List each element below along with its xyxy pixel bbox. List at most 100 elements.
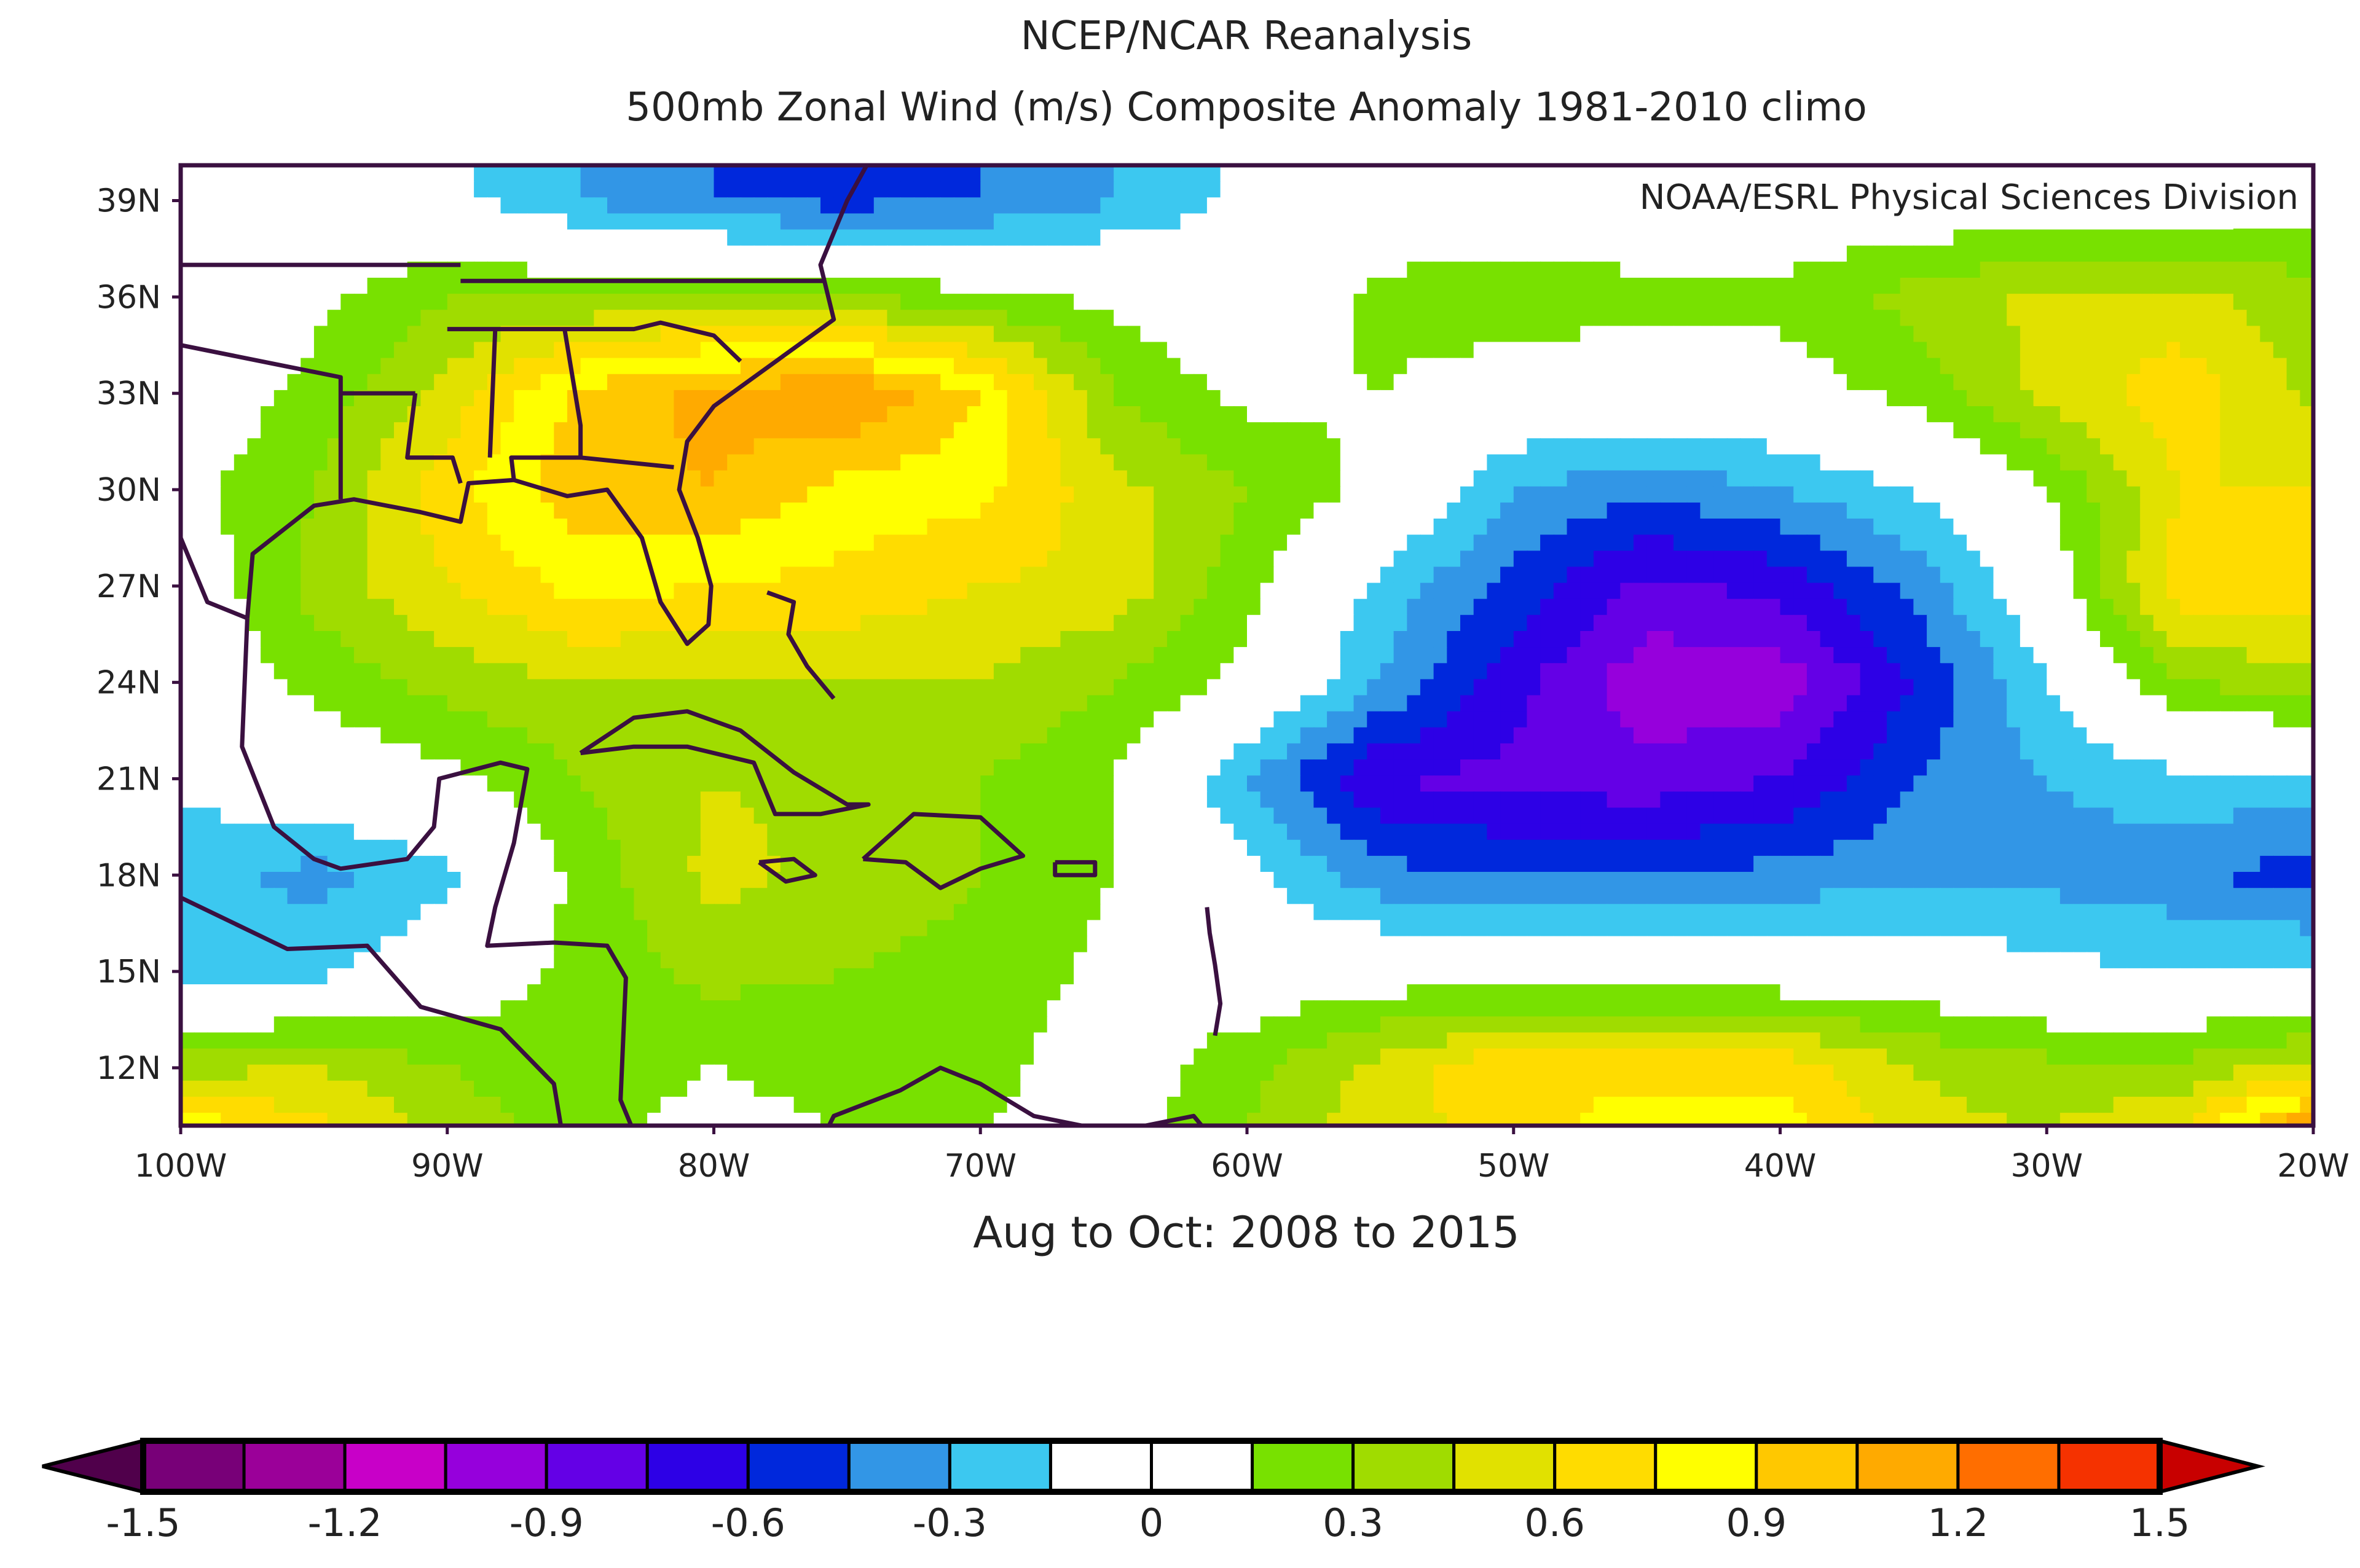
field-cell	[807, 374, 821, 391]
field-cell	[1940, 502, 1954, 519]
field-cell	[273, 535, 288, 552]
field-cell	[2193, 535, 2208, 552]
field-cell	[1646, 470, 1661, 487]
field-cell	[207, 663, 222, 680]
field-cell	[967, 598, 981, 616]
field-cell	[1473, 342, 1488, 359]
field-cell	[1860, 614, 1874, 632]
field-cell	[2220, 631, 2234, 648]
field-cell	[1194, 438, 1208, 455]
field-cell	[1887, 245, 1901, 262]
field-cell	[1527, 614, 1541, 632]
field-cell	[1047, 566, 1061, 584]
field-cell	[2100, 470, 2114, 487]
field-cell	[1460, 278, 1474, 295]
field-cell	[1247, 535, 1261, 552]
field-cell	[2100, 582, 2114, 600]
field-cell	[1300, 535, 1315, 552]
field-cell	[620, 229, 635, 246]
field-cell	[2166, 422, 2181, 439]
field-cell	[1287, 454, 1301, 471]
field-cell	[1180, 422, 1195, 439]
field-cell	[833, 406, 848, 423]
field-cell	[594, 181, 608, 198]
field-cell	[967, 229, 981, 246]
field-cell	[234, 181, 248, 198]
field-cell	[1726, 278, 1741, 295]
field-cell	[1940, 647, 1954, 664]
field-cell	[1553, 486, 1568, 503]
field-cell	[1393, 535, 1408, 552]
field-cell	[2193, 519, 2208, 536]
field-cell	[2047, 614, 2061, 632]
field-cell	[1180, 438, 1195, 455]
field-cell	[1353, 229, 1368, 246]
field-cell	[967, 519, 981, 536]
field-cell	[181, 486, 195, 503]
field-cell	[2059, 582, 2074, 600]
field-cell	[487, 310, 502, 327]
field-cell	[527, 406, 541, 423]
field-cell	[194, 422, 208, 439]
field-cell	[953, 165, 968, 182]
field-cell	[554, 406, 568, 423]
field-cell	[1940, 438, 1954, 455]
field-cell	[1660, 374, 1674, 391]
field-cell	[993, 294, 1008, 311]
field-cell	[700, 310, 715, 327]
field-cell	[327, 551, 342, 568]
field-cell	[1953, 245, 1968, 262]
field-cell	[940, 631, 954, 648]
field-cell	[1313, 326, 1328, 343]
field-cell	[1420, 614, 1434, 632]
field-cell	[2113, 294, 2128, 311]
field-cell	[820, 519, 835, 536]
field-cell	[1953, 614, 1968, 632]
field-cell	[2059, 310, 2074, 327]
field-cell	[873, 374, 888, 391]
field-cell	[1686, 582, 1701, 600]
field-cell	[1060, 406, 1075, 423]
field-cell	[554, 294, 568, 311]
field-cell	[2206, 438, 2221, 455]
field-cell	[221, 197, 235, 214]
field-cell	[500, 310, 515, 327]
field-cell	[1100, 598, 1115, 616]
field-cell	[607, 406, 621, 423]
field-cell	[2087, 422, 2101, 439]
field-cell	[1233, 535, 1248, 552]
field-cell	[1300, 213, 1315, 230]
field-cell	[207, 197, 222, 214]
field-cell	[340, 535, 355, 552]
field-cell	[1180, 358, 1195, 375]
field-cell	[594, 598, 608, 616]
field-cell	[1540, 551, 1554, 568]
field-cell	[1527, 342, 1541, 359]
field-cell	[1473, 374, 1488, 391]
field-cell	[913, 326, 928, 343]
field-cell	[1007, 197, 1021, 214]
field-cell	[2233, 342, 2248, 359]
field-cell	[2033, 551, 2048, 568]
field-cell	[1353, 519, 1368, 536]
field-cell	[420, 374, 435, 391]
field-cell	[1726, 310, 1741, 327]
field-cell	[620, 438, 635, 455]
field-cell	[700, 294, 715, 311]
field-cell	[1793, 519, 1807, 536]
field-cell	[1393, 406, 1408, 423]
field-cell	[1806, 647, 1821, 664]
field-cell	[1660, 358, 1674, 375]
field-cell	[1220, 470, 1235, 487]
field-cell	[967, 566, 981, 584]
field-cell	[221, 519, 235, 536]
field-cell	[1087, 181, 1101, 198]
field-cell	[1180, 165, 1195, 182]
field-cell	[980, 551, 994, 568]
field-cell	[540, 647, 555, 664]
field-cell	[1313, 229, 1328, 246]
field-cell	[313, 342, 328, 359]
field-cell	[2220, 502, 2234, 519]
field-cell	[2126, 438, 2141, 455]
field-cell	[780, 197, 795, 214]
